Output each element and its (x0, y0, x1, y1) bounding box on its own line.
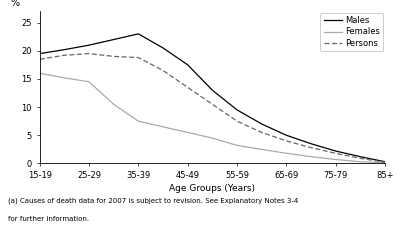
Persons (259, 131, 264, 134)
Persons (383, 161, 387, 164)
Males (309, 142, 314, 145)
Persons (136, 56, 141, 59)
Y-axis label: %: % (11, 0, 20, 8)
Males (235, 109, 239, 111)
Males (62, 48, 67, 51)
Line: Males: Males (40, 34, 385, 162)
Males (358, 155, 363, 158)
Females (136, 120, 141, 123)
Males (111, 38, 116, 41)
Females (259, 148, 264, 151)
Females (333, 158, 338, 161)
Line: Persons: Persons (40, 54, 385, 162)
Males (333, 150, 338, 152)
Persons (235, 120, 239, 123)
Persons (87, 52, 91, 55)
Males (161, 47, 166, 49)
Females (161, 126, 166, 128)
Males (136, 32, 141, 35)
Legend: Males, Females, Persons: Males, Females, Persons (320, 13, 384, 51)
Females (309, 155, 314, 158)
Females (383, 162, 387, 164)
Males (87, 44, 91, 47)
Text: (a) Causes of death data for 2007 is subject to revision. See Explanatory Notes : (a) Causes of death data for 2007 is sub… (8, 197, 298, 204)
Females (210, 137, 215, 139)
Persons (210, 103, 215, 106)
Females (37, 72, 42, 75)
Line: Females: Females (40, 73, 385, 163)
Persons (62, 54, 67, 57)
Females (235, 144, 239, 147)
Persons (333, 152, 338, 155)
Females (111, 103, 116, 106)
X-axis label: Age Groups (Years): Age Groups (Years) (170, 184, 255, 193)
Males (210, 89, 215, 91)
Males (185, 64, 190, 66)
Females (87, 80, 91, 83)
Persons (284, 140, 289, 142)
Persons (185, 86, 190, 89)
Persons (309, 146, 314, 149)
Males (383, 160, 387, 163)
Persons (161, 69, 166, 72)
Females (284, 152, 289, 155)
Males (284, 134, 289, 137)
Females (185, 131, 190, 134)
Females (358, 160, 363, 163)
Persons (37, 58, 42, 61)
Persons (358, 157, 363, 160)
Males (37, 52, 42, 55)
Text: for further information.: for further information. (8, 216, 89, 222)
Females (62, 76, 67, 79)
Males (259, 123, 264, 125)
Persons (111, 55, 116, 58)
